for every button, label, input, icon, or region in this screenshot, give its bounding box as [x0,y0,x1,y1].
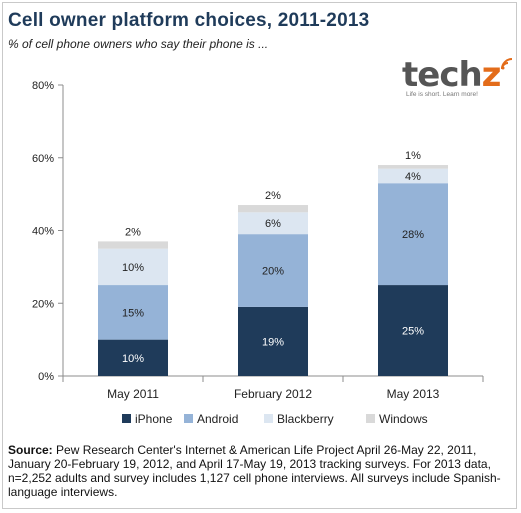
data-label: 28% [402,229,424,241]
data-label: 10% [122,262,144,274]
bar-segment-windows [378,165,448,169]
data-label: 19% [262,336,284,348]
legend-label-android: Android [197,412,238,426]
x-category-label: May 2013 [387,387,440,401]
bar-segment-android [98,285,168,340]
legend-swatch-android [184,414,193,423]
logo-word-accent: z [481,55,502,95]
legend-swatch-iphone [122,414,131,423]
x-category-label: May 2011 [107,387,159,401]
stacked-bar-chart: 0% 20% 40% 60% 80% 10% 15% 10% 2% May 2011 19% 20% 6… [32,80,484,426]
bar-segment-windows [238,205,308,213]
data-label: 25% [402,326,424,338]
data-label: 2% [125,226,141,238]
bar-segment-iphone [238,306,308,376]
chart-subtitle: % of cell phone owners who say their pho… [8,37,269,51]
data-label: 2% [265,190,281,202]
bar-segment-iphone [378,285,448,376]
data-label: 6% [265,218,281,230]
data-label: 15% [122,307,144,319]
logo-tagline: Life is short. Learn more! [406,91,478,98]
legend-swatch-windows [366,414,375,423]
bar-segment-windows [98,241,168,249]
data-label: 1% [405,150,421,162]
x-category-label: February 2012 [234,387,312,401]
data-label: 20% [262,266,284,278]
logo-word-main: tech [402,55,483,95]
data-label: 4% [405,171,421,183]
techz-logo: techz Life is short. Learn more! [400,55,515,105]
bar-segment-blackberry [378,168,448,184]
y-tick-label: 60% [32,153,54,165]
bar-segment-blackberry [238,212,308,235]
data-label: 10% [122,353,144,365]
legend-label-iphone: iPhone [135,412,173,426]
legend-label-blackberry: Blackberry [277,412,334,426]
y-tick-label: 20% [32,298,54,310]
wifi-icon [501,58,513,70]
chart-title: Cell owner platform choices, 2011-2013 [8,10,370,31]
source-text: Pew Research Center's Internet & America… [8,443,501,499]
logo-wordmark: techz [402,55,502,95]
bar-segment-blackberry [98,248,168,286]
bar-segment-android [378,183,448,286]
y-tick-label: 0% [38,371,54,383]
legend-swatch-blackberry [264,414,273,423]
source-label: Source: [8,443,53,457]
y-tick-label: 40% [32,226,54,238]
y-tick-label: 80% [32,80,54,92]
source-note: Source: Pew Research Center's Internet &… [8,443,513,499]
legend-label-windows: Windows [379,412,428,426]
bar-segment-iphone [98,339,168,376]
bar-segment-android [238,234,308,307]
